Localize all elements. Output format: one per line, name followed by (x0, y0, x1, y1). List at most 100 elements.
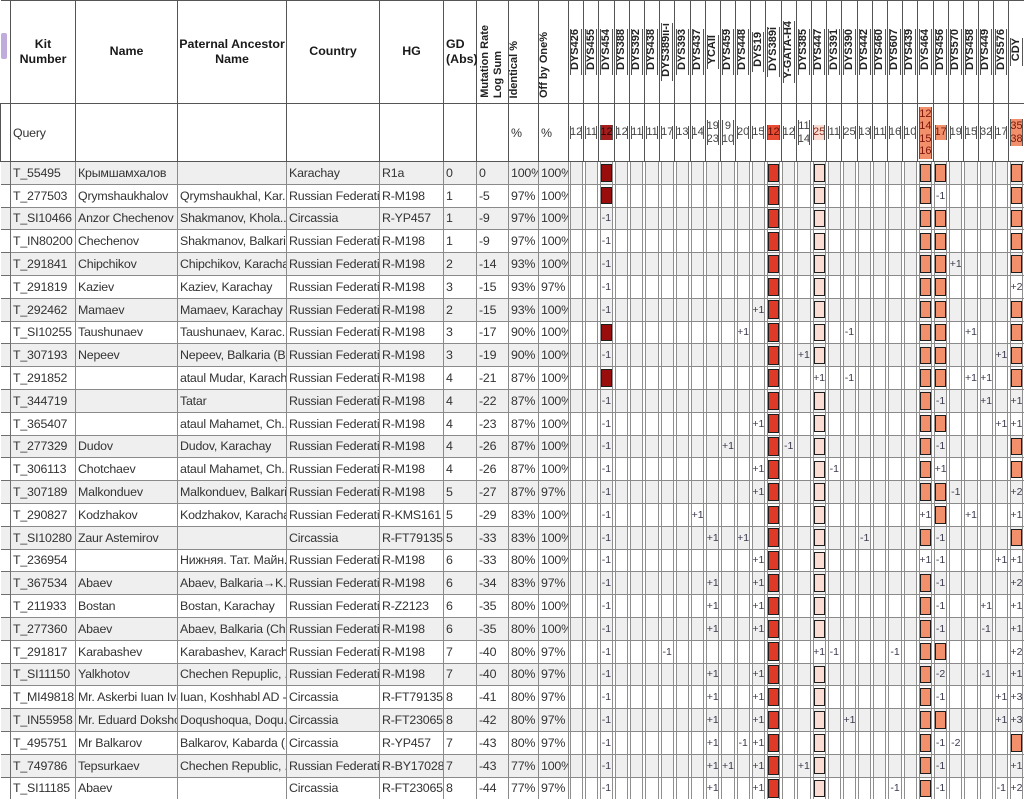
cell-marker-DYS437 (690, 388, 706, 413)
match-box-DYS456 (935, 642, 947, 661)
cell-mrls: -34 (476, 571, 509, 596)
cell-marker-DYS393 (674, 411, 690, 436)
cell-marker-DYS390 (841, 639, 858, 664)
cell-name: Anzor Chechenov (75, 206, 178, 231)
cell-mrls: -5 (476, 183, 509, 208)
cell-name: Qrymshaukhalov (75, 183, 178, 208)
cell-marker-DYS438 (644, 457, 660, 482)
cell-marker-DYS456: -1 (933, 525, 949, 550)
cell-marker-DYS454: -1 (598, 388, 615, 413)
marker-label: DYS392 (630, 29, 643, 70)
cell-marker-Y-GATA-H4 (781, 343, 797, 368)
cell-ancestor: Chechen Republic, ... (177, 753, 287, 778)
query-marker-DYS459: 9 10 (719, 103, 737, 162)
cell-country: Russian Federation (286, 571, 380, 596)
match-box-DYS389i (767, 756, 780, 775)
cell-marker-DYS459 (720, 730, 736, 755)
match-box-DYS389i (767, 505, 780, 525)
cell-name: Bostan (75, 594, 178, 618)
cell-marker-DYS449 (978, 753, 994, 778)
cell-marker-DYS392 (629, 525, 645, 550)
match-box-CDY (1010, 300, 1023, 319)
marker-diff-value: -1 (601, 714, 612, 727)
cell-marker-DYS459 (720, 480, 736, 504)
match-row: T_SI10280 Zaur Astemirov Circassia R-FT7913… (0, 525, 1024, 550)
cell-marker-DYS19 (750, 502, 766, 527)
cell-marker-DYS437 (690, 297, 706, 322)
cell-hg (379, 103, 444, 162)
cell-marker-DYS385 (796, 594, 812, 618)
col-header-kit-number: Kit Number (10, 0, 76, 104)
cell-marker-DYS607 (887, 320, 903, 345)
cell-ancestor: Abaev, Balkaria→K... (177, 571, 287, 596)
cell-marker-DYS438 (644, 229, 660, 254)
cell-marker-DYS570 (948, 343, 964, 368)
cell-marker-DYS438 (644, 502, 660, 527)
cell-marker-DYS392 (629, 229, 645, 254)
match-box-DYS389i (767, 414, 780, 433)
cell-kit-number: T_IN80200 (10, 229, 76, 254)
cell-marker-DYS447 (811, 753, 827, 778)
cell-mrls: -9 (476, 229, 509, 254)
cell-marker-DYS389i (765, 639, 782, 664)
cell-marker-DYS458 (963, 252, 979, 276)
marker-diff-value: -1 (935, 440, 946, 453)
cell-hg: R-M198 (379, 662, 444, 687)
cell-marker-DYS385 (796, 730, 812, 755)
clipped-column-cell (0, 639, 11, 664)
cell-marker-Y-GATA-H4 (781, 206, 797, 231)
marker-diff-value: -1 (601, 349, 612, 362)
cell-marker-DYS447: +1 (811, 366, 827, 390)
match-box-DYS464 (919, 346, 931, 365)
cell-marker-DYS455 (583, 252, 599, 276)
cell-marker-DYS454 (598, 183, 615, 208)
cell-marker-DYS438 (644, 525, 660, 550)
cell-marker-DYS570 (948, 411, 964, 436)
cell-marker-DYS392 (629, 662, 645, 687)
cell-marker-DYS385: +1 (796, 753, 812, 778)
cell-marker-DYS454: -1 (598, 639, 615, 664)
cell-marker-DYS576 (993, 274, 1009, 299)
cell-marker-DYS576: +1 (993, 708, 1009, 732)
cell-identical: 83% (508, 571, 539, 596)
cell-marker-DYS447 (811, 525, 827, 550)
cell-marker-CDY: +3 (1008, 708, 1024, 732)
cell-hg: R-BY170286 (379, 753, 444, 778)
cell-marker-DYS576 (993, 525, 1009, 550)
cell-marker-DYS19 (750, 274, 766, 299)
marker-diff-value: +1 (706, 668, 719, 681)
cell-country: Russian Federation (286, 639, 380, 664)
cell-marker-DYS389ii-i (659, 206, 675, 231)
cell-marker-DYS449 (978, 685, 994, 710)
cell-name: Mamaev (75, 297, 178, 322)
cell-marker-DYS570: +1 (948, 252, 964, 276)
cell-gd: 0 (443, 161, 477, 185)
cell-marker-DYS19: +1 (750, 411, 766, 436)
cell-marker-DYS460 (872, 434, 888, 459)
cell-marker-DYS438 (644, 206, 660, 231)
cell-marker-DYS442 (857, 183, 873, 208)
cell-identical: 83% (508, 502, 539, 527)
col-header-DYS458: DYS458 (962, 0, 980, 104)
cell-marker-DYS19: +1 (750, 616, 766, 641)
cell-marker-DYS456: -1 (933, 776, 949, 799)
cell-marker-DYS454: -1 (598, 480, 615, 504)
cell-marker-DYS392 (629, 457, 645, 482)
cell-ancestor: ataul Mudar, Karach... (177, 366, 287, 390)
cell-marker-DYS439 (902, 252, 918, 276)
cell-marker-DYS393 (674, 434, 690, 459)
cell-marker-DYS391: -1 (826, 457, 842, 482)
cell-marker-DYS460 (872, 502, 888, 527)
cell-kit-number: T_SI11185 (10, 776, 76, 799)
cell-marker-DYS570 (948, 366, 964, 390)
clipped-column-cell (0, 753, 11, 778)
cell-marker-DYS456 (933, 502, 949, 527)
cell-marker-DYS393 (674, 708, 690, 732)
cell-marker-DYS389i (765, 502, 782, 527)
clipped-column-cell (0, 252, 11, 276)
cell-marker-DYS385 (796, 639, 812, 664)
cell-marker-DYS607: -1 (887, 639, 903, 664)
cell-gd: 1 (443, 229, 477, 254)
match-box-DYS456 (935, 346, 947, 365)
marker-diff-value: +1 (980, 600, 993, 613)
